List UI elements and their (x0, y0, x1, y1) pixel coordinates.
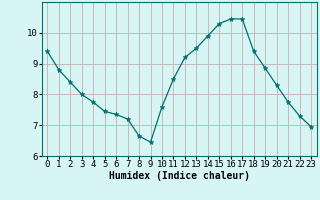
X-axis label: Humidex (Indice chaleur): Humidex (Indice chaleur) (109, 171, 250, 181)
